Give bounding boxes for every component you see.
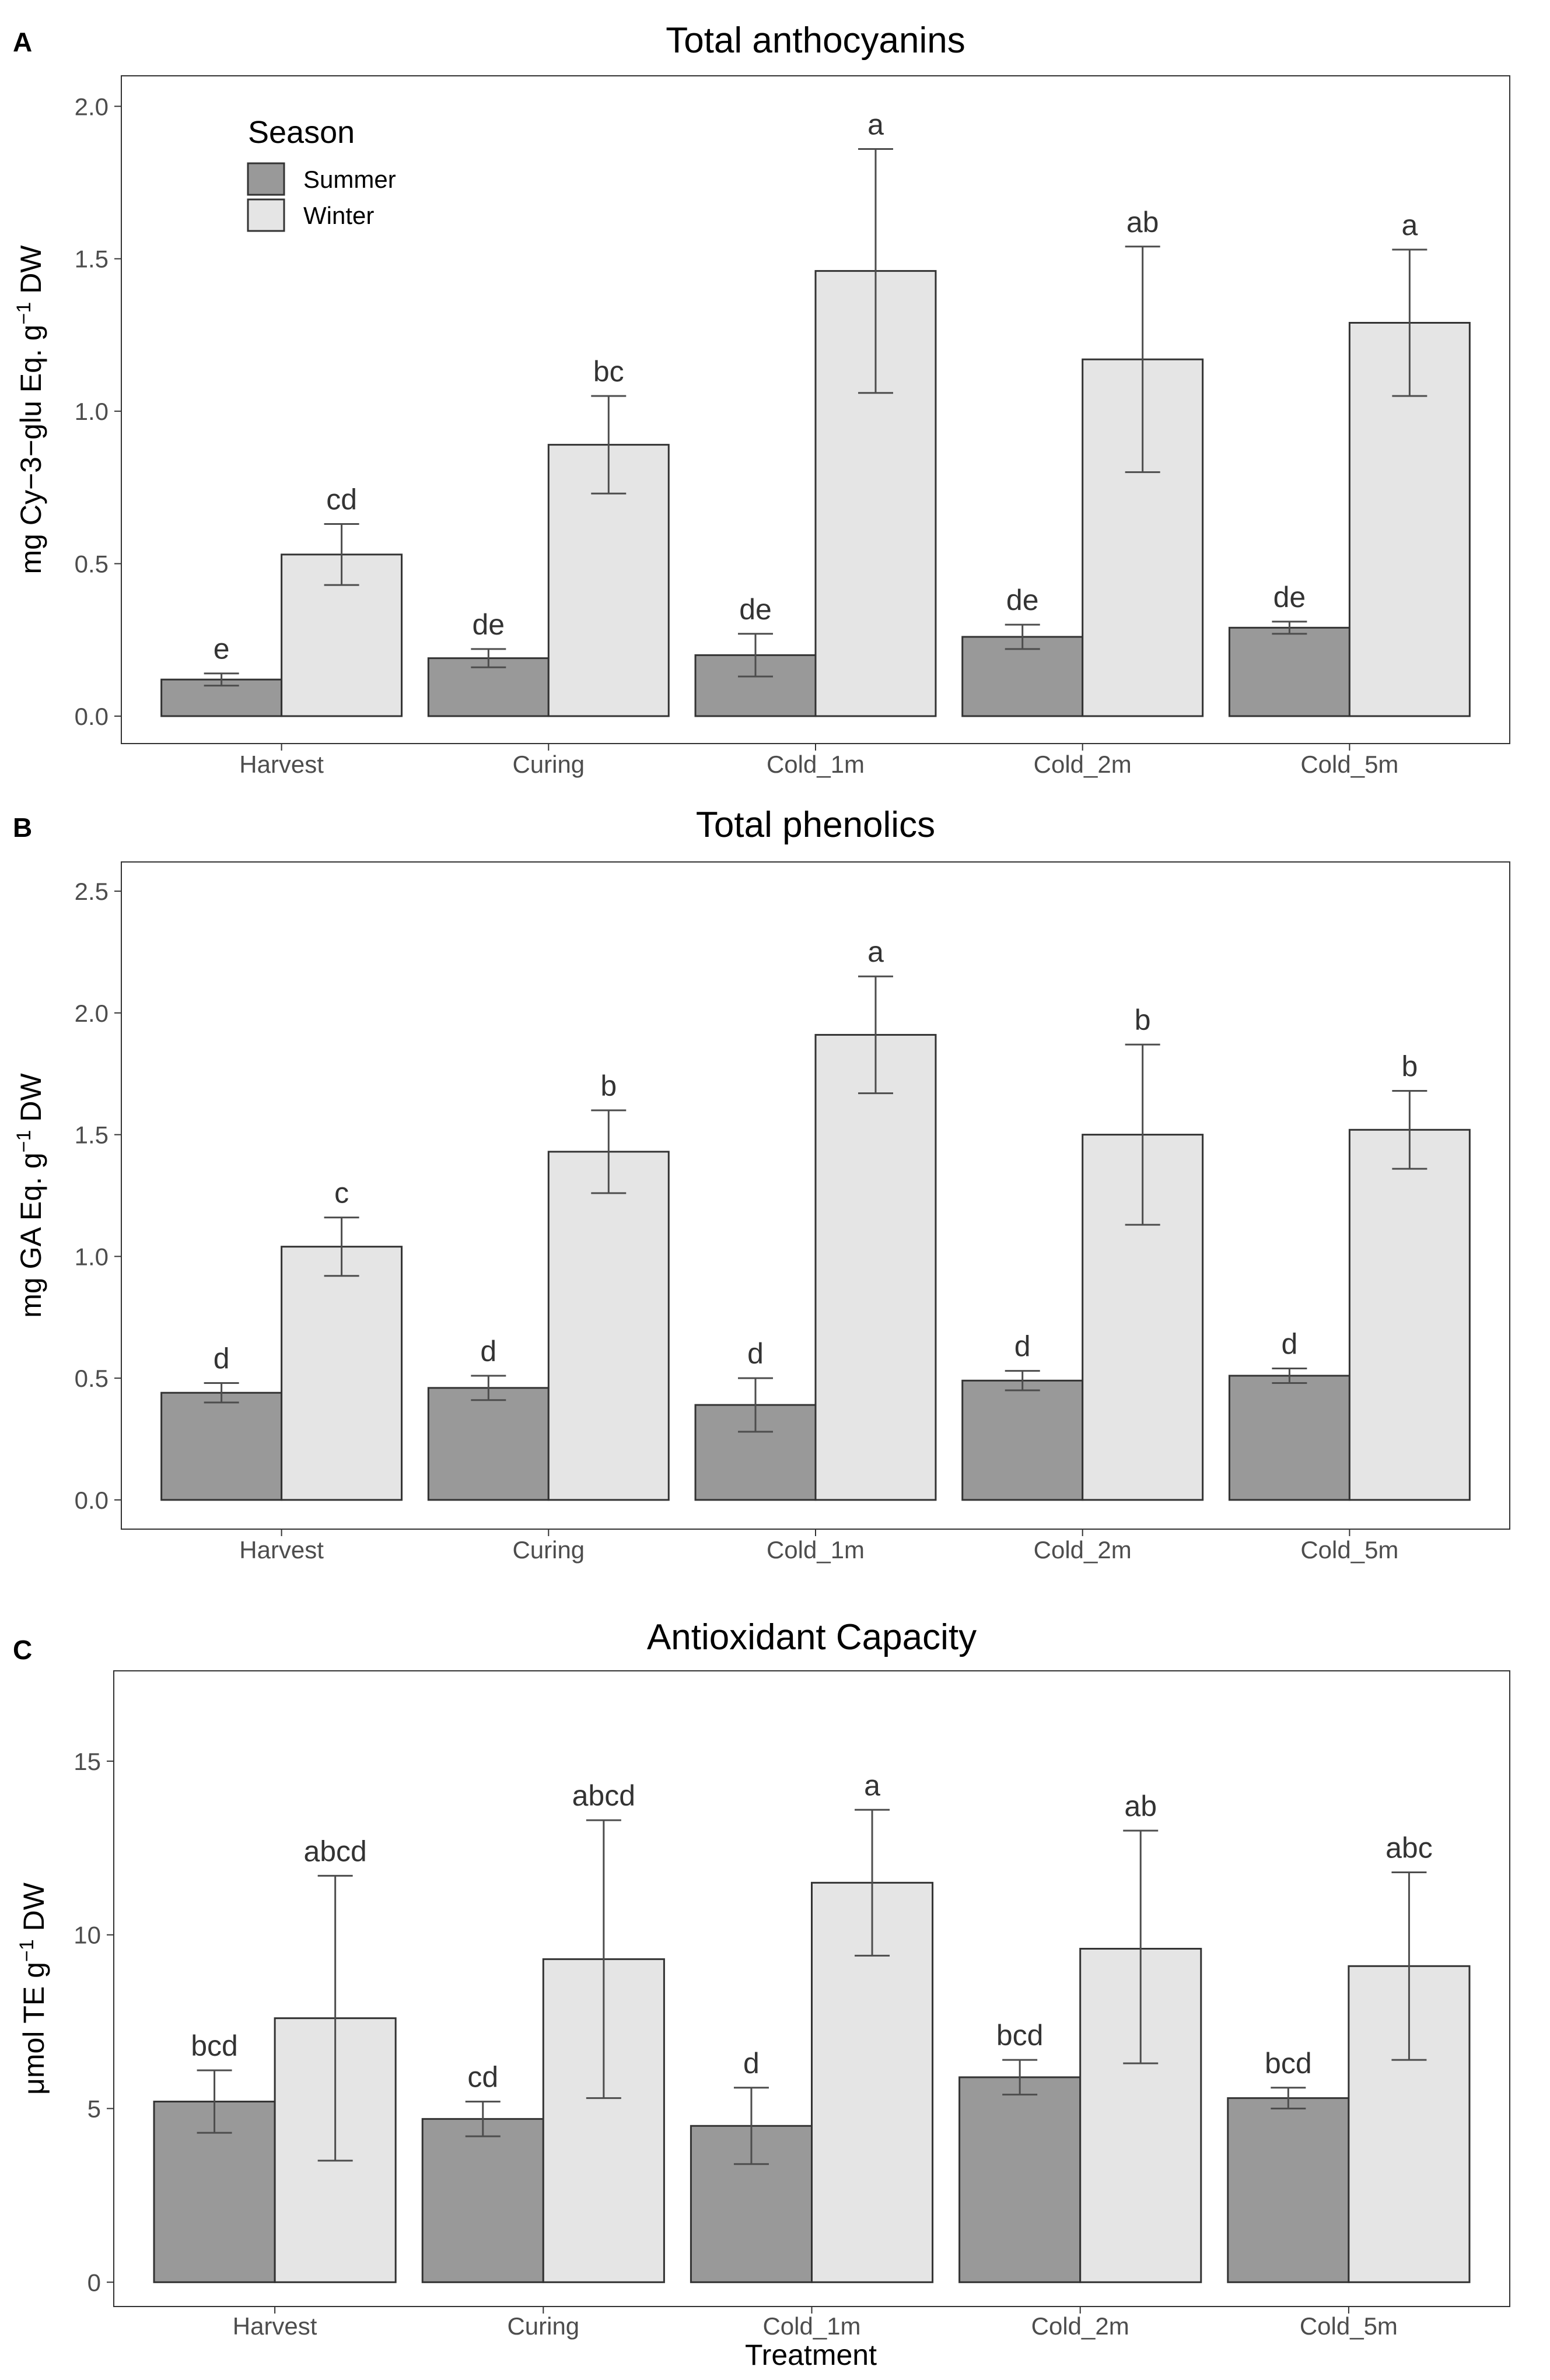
- bar-winter: [814, 1033, 937, 1501]
- x-tick-label: Cold_2m: [1034, 751, 1132, 778]
- significance-letter: a: [867, 108, 884, 141]
- y-tick-label: 5: [88, 2095, 101, 2122]
- panel-c: C Antioxidant Capacity 0 5 10 15 μmol TE g−1 D…: [13, 1617, 1510, 2340]
- y-tick-label: 0.5: [75, 551, 109, 578]
- significance-letter: b: [1135, 1004, 1151, 1036]
- significance-letter: bc: [593, 355, 624, 388]
- panel-a: A Total anthocyanins 0.0 0.5 1.0 1.5 2.0 mg Cy−…: [13, 20, 1510, 778]
- legend: Season Summer Winter: [247, 115, 396, 232]
- significance-letter: ab: [1126, 206, 1159, 239]
- x-tick-label: Curing: [507, 2312, 579, 2340]
- significance-letter: de: [1006, 584, 1039, 616]
- significance-letter: b: [1401, 1050, 1418, 1082]
- legend-title: Season: [248, 115, 355, 150]
- significance-letter: d: [1014, 1330, 1031, 1363]
- legend-swatch-summer: [247, 162, 285, 196]
- bar-winter: [1348, 1965, 1471, 2283]
- legend-label-winter: Winter: [303, 202, 374, 229]
- x-tick-label: Cold_1m: [767, 751, 865, 778]
- x-tick-label: Harvest: [239, 1536, 324, 1564]
- significance-letter: d: [214, 1342, 230, 1375]
- significance-letter: d: [743, 2047, 760, 2080]
- significance-letter: d: [747, 1337, 764, 1370]
- significance-letter: abcd: [303, 1835, 366, 1867]
- significance-letter: de: [1273, 581, 1306, 614]
- y-axis-label: μmol TE g−1 DW: [16, 1882, 50, 2095]
- y-tick-label: 2.0: [75, 93, 109, 120]
- x-tick-label: Cold_1m: [767, 1536, 865, 1564]
- legend-swatch-winter: [247, 198, 285, 232]
- y-tick-label: 0: [88, 2269, 101, 2296]
- significance-letter: abc: [1385, 1831, 1433, 1864]
- y-tick-label: 2.5: [75, 878, 109, 905]
- bar-summer: [958, 2076, 1082, 2283]
- y-tick-label: 1.0: [75, 1243, 109, 1270]
- x-tick-label: Cold_5m: [1300, 2312, 1398, 2340]
- x-tick-label: Cold_2m: [1034, 1536, 1132, 1564]
- significance-letter: ab: [1124, 1790, 1157, 1822]
- bar-summer: [1228, 626, 1350, 717]
- x-tick-label: Cold_2m: [1031, 2312, 1129, 2340]
- significance-letter: b: [600, 1070, 617, 1102]
- x-tick-label: Curing: [512, 751, 585, 778]
- bar-winter: [1348, 1128, 1471, 1501]
- legend-label-summer: Summer: [303, 166, 396, 193]
- significance-letter: cd: [326, 483, 357, 516]
- significance-letter: a: [1401, 209, 1418, 241]
- y-tick-label: 1.5: [75, 246, 109, 273]
- y-tick-label: 10: [74, 1922, 101, 1949]
- significance-letter: a: [867, 935, 884, 968]
- x-tick-label: Harvest: [233, 2312, 317, 2340]
- significance-letter: abcd: [572, 1779, 635, 1812]
- significance-letter: de: [739, 593, 772, 626]
- significance-letter: bcd: [996, 2019, 1044, 2052]
- significance-letter: a: [864, 1769, 880, 1801]
- significance-letter: bcd: [191, 2030, 238, 2062]
- chart-title: Total phenolics: [696, 805, 935, 845]
- x-tick-label: Cold_5m: [1300, 1536, 1398, 1564]
- significance-letter: e: [214, 633, 230, 665]
- x-tick-label: Harvest: [239, 751, 324, 778]
- significance-letter: de: [473, 608, 505, 641]
- bar-summer: [1228, 1375, 1350, 1501]
- significance-letter: cd: [467, 2061, 498, 2094]
- y-tick-label: 0.5: [75, 1365, 109, 1392]
- y-tick-label: 1.5: [75, 1121, 109, 1149]
- significance-letter: c: [334, 1177, 349, 1210]
- x-tick-label: Curing: [512, 1536, 585, 1564]
- bar-summer: [421, 2118, 544, 2283]
- panels: A Total anthocyanins 0.0 0.5 1.0 1.5 2.0 mg Cy−…: [13, 20, 1510, 2340]
- panel-label: A: [13, 27, 32, 57]
- bar-summer: [961, 1379, 1084, 1501]
- y-tick-label: 1.0: [75, 398, 109, 425]
- chart-title: Antioxidant Capacity: [647, 1617, 977, 1657]
- significance-letter: d: [1281, 1327, 1297, 1360]
- bar-winter: [281, 1246, 403, 1501]
- y-axis-label: mg Cy−3−glu Eq. g−1 DW: [13, 245, 47, 574]
- y-tick-label: 2.0: [75, 1000, 109, 1027]
- y-tick-label: 15: [74, 1748, 101, 1775]
- x-tick-label: Cold_5m: [1300, 751, 1398, 778]
- panel-label: B: [13, 812, 32, 843]
- significance-letter: d: [480, 1335, 496, 1368]
- x-axis-title: Treatment: [745, 2339, 877, 2371]
- bar-summer: [427, 1387, 550, 1501]
- bar-winter: [547, 1151, 670, 1501]
- bar-winter: [811, 1881, 934, 2283]
- bar-summer: [160, 1391, 283, 1501]
- panel-label: C: [13, 1635, 32, 1665]
- chart-title: Total anthocyanins: [666, 20, 965, 61]
- y-tick-label: 0.0: [75, 703, 109, 730]
- x-tick-label: Cold_1m: [762, 2312, 860, 2340]
- significance-letter: bcd: [1265, 2047, 1312, 2080]
- y-tick-label: 0.0: [75, 1487, 109, 1514]
- panel-b: B Total phenolics 0.0 0.5 1.0 1.5 2.0 2.5 mg GA …: [13, 805, 1510, 1564]
- y-axis-label: mg GA Eq. g−1 DW: [13, 1072, 47, 1317]
- bar-summer: [1227, 2097, 1350, 2283]
